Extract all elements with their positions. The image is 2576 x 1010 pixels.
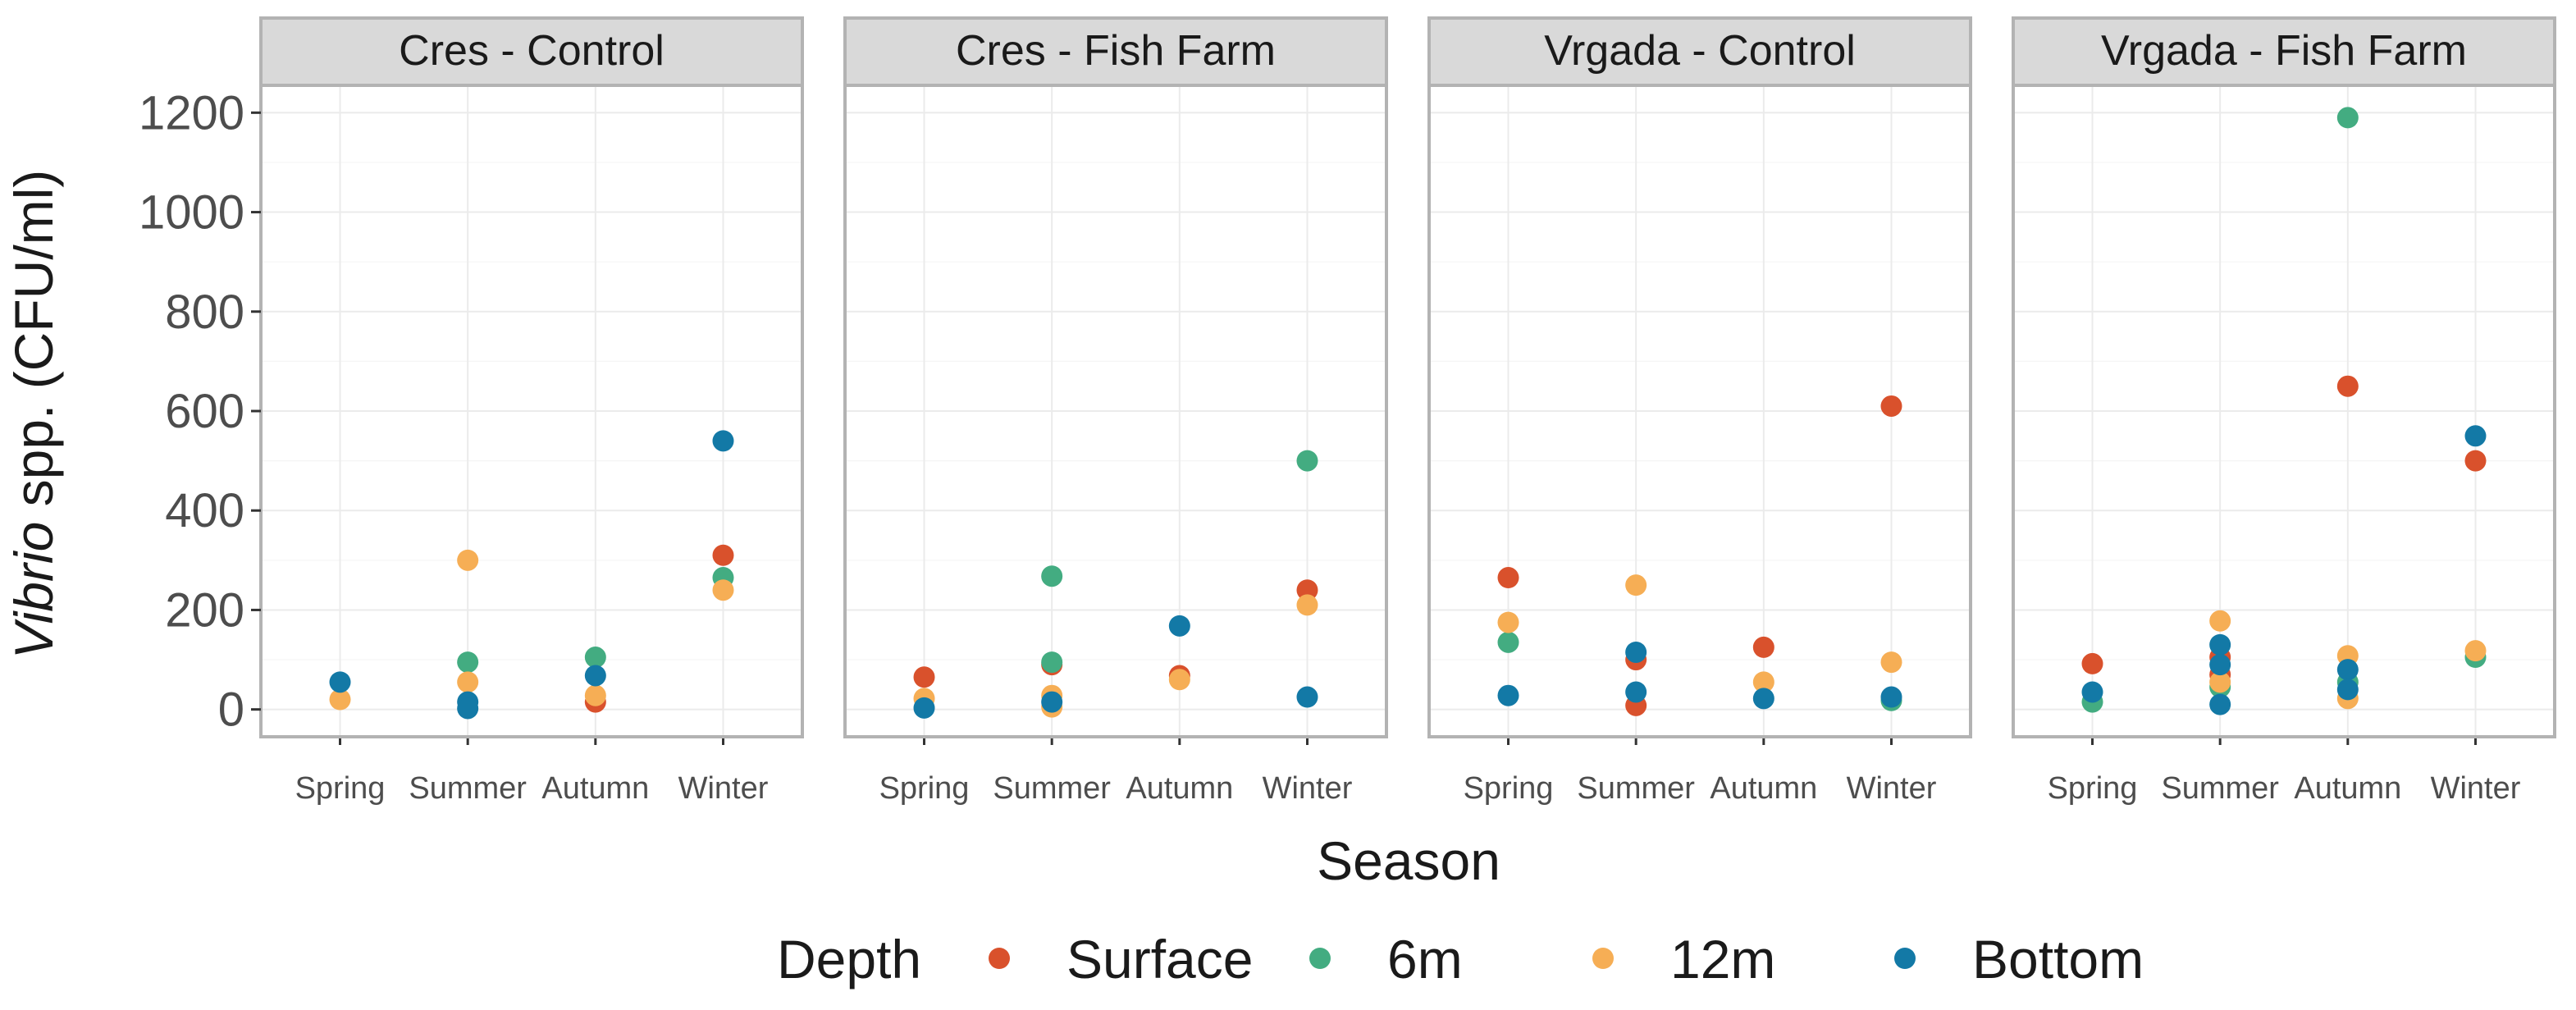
- data-point: [1041, 651, 1062, 673]
- faceted-scatter-chart: Vibrio spp. (CFU/ml) Cres - Control Sprin…: [0, 0, 2576, 1010]
- facet-panel: Cres - Fish Farm Spring Summer Autumn Winter: [845, 18, 1386, 806]
- data-point: [1169, 615, 1190, 637]
- data-point: [1296, 450, 1318, 472]
- legend-label: Surface: [1066, 929, 1253, 989]
- data-point: [1625, 574, 1647, 596]
- x-tick-label: Winter: [678, 771, 769, 806]
- data-point: [1041, 565, 1062, 587]
- x-tick-label: Spring: [879, 771, 970, 806]
- data-point: [585, 647, 606, 668]
- data-point: [585, 665, 606, 686]
- data-point: [1880, 687, 1902, 708]
- data-point: [1169, 669, 1190, 690]
- data-point: [1296, 594, 1318, 615]
- data-point: [914, 666, 935, 688]
- data-point: [2337, 659, 2359, 680]
- legend-label: 12m: [1670, 929, 1775, 989]
- data-point: [2209, 634, 2231, 656]
- x-tick-label: Winter: [2431, 771, 2521, 806]
- facet-panel: Cres - Control Spring Summer Autumn Winter: [261, 18, 802, 806]
- data-point: [330, 671, 351, 692]
- legend-label: Bottom: [1972, 929, 2144, 989]
- data-point: [2464, 425, 2486, 446]
- data-point: [457, 697, 478, 719]
- x-tick-label: Spring: [2048, 771, 2138, 806]
- data-point: [2209, 610, 2231, 632]
- x-tick-label: Winter: [1847, 771, 1937, 806]
- data-point: [457, 671, 478, 692]
- x-tick-label: Summer: [2161, 771, 2279, 806]
- data-point: [1625, 681, 1647, 702]
- legend: Depth Surface 6m 12m Bottom: [777, 929, 2144, 989]
- x-tick-label: Summer: [993, 771, 1111, 806]
- data-point: [2082, 653, 2103, 674]
- legend-key: [989, 948, 1010, 969]
- y-axis-title: Vibrio spp. (CFU/ml): [3, 170, 64, 660]
- data-point: [1880, 395, 1902, 417]
- data-point: [2337, 376, 2359, 397]
- y-tick-label: 800: [165, 286, 244, 339]
- data-point: [914, 697, 935, 719]
- data-point: [1498, 612, 1519, 633]
- data-point: [2337, 679, 2359, 700]
- x-tick-label: Autumn: [2294, 771, 2401, 806]
- y-axis: 0 200 400 600 800 1000 1200: [139, 86, 261, 736]
- legend-key: [1309, 948, 1331, 969]
- facet-panel: Vrgada - Control Spring Summer Autumn Winter: [1429, 18, 1971, 806]
- strip-label: Cres - Fish Farm: [956, 27, 1276, 75]
- data-point: [1625, 642, 1647, 663]
- data-point: [2464, 450, 2486, 472]
- data-point: [1880, 651, 1902, 673]
- data-point: [712, 579, 733, 601]
- data-point: [2082, 681, 2103, 702]
- x-tick-label: Autumn: [541, 771, 649, 806]
- legend-title: Depth: [777, 929, 921, 989]
- x-axis-title: Season: [1317, 830, 1500, 891]
- y-tick-label: 1000: [139, 186, 244, 240]
- y-tick-label: 0: [218, 683, 244, 737]
- x-tick-label: Spring: [295, 771, 386, 806]
- y-tick-label: 200: [165, 583, 244, 637]
- data-point: [1498, 685, 1519, 706]
- data-point: [1753, 688, 1774, 709]
- legend-key: [1592, 948, 1614, 969]
- data-point: [1296, 687, 1318, 708]
- data-point: [2209, 694, 2231, 715]
- x-tick-label: Summer: [409, 771, 527, 806]
- strip-label: Vrgada - Control: [1544, 27, 1856, 75]
- x-tick-label: Spring: [1464, 771, 1554, 806]
- data-point: [1041, 692, 1062, 713]
- x-tick-label: Summer: [1577, 771, 1695, 806]
- data-point: [2337, 107, 2359, 128]
- data-point: [585, 685, 606, 706]
- data-point: [457, 651, 478, 673]
- x-tick-label: Winter: [1263, 771, 1353, 806]
- data-point: [712, 430, 733, 451]
- data-point: [1498, 632, 1519, 653]
- data-point: [712, 545, 733, 566]
- strip-label: Vrgada - Fish Farm: [2101, 27, 2467, 75]
- strip-label: Cres - Control: [399, 27, 665, 75]
- y-tick-label: 600: [165, 385, 244, 438]
- data-point: [457, 550, 478, 571]
- x-tick-label: Autumn: [1126, 771, 1233, 806]
- data-point: [1498, 567, 1519, 588]
- data-point: [2464, 640, 2486, 661]
- y-tick-label: 1200: [139, 86, 244, 139]
- y-tick-label: 400: [165, 484, 244, 537]
- legend-key: [1894, 948, 1916, 969]
- data-point: [1753, 637, 1774, 658]
- facet-panel: Vrgada - Fish Farm Spring Summer Autumn Wint…: [2013, 18, 2555, 806]
- x-tick-label: Autumn: [1710, 771, 1817, 806]
- data-point: [2209, 654, 2231, 675]
- legend-label: 6m: [1387, 929, 1463, 989]
